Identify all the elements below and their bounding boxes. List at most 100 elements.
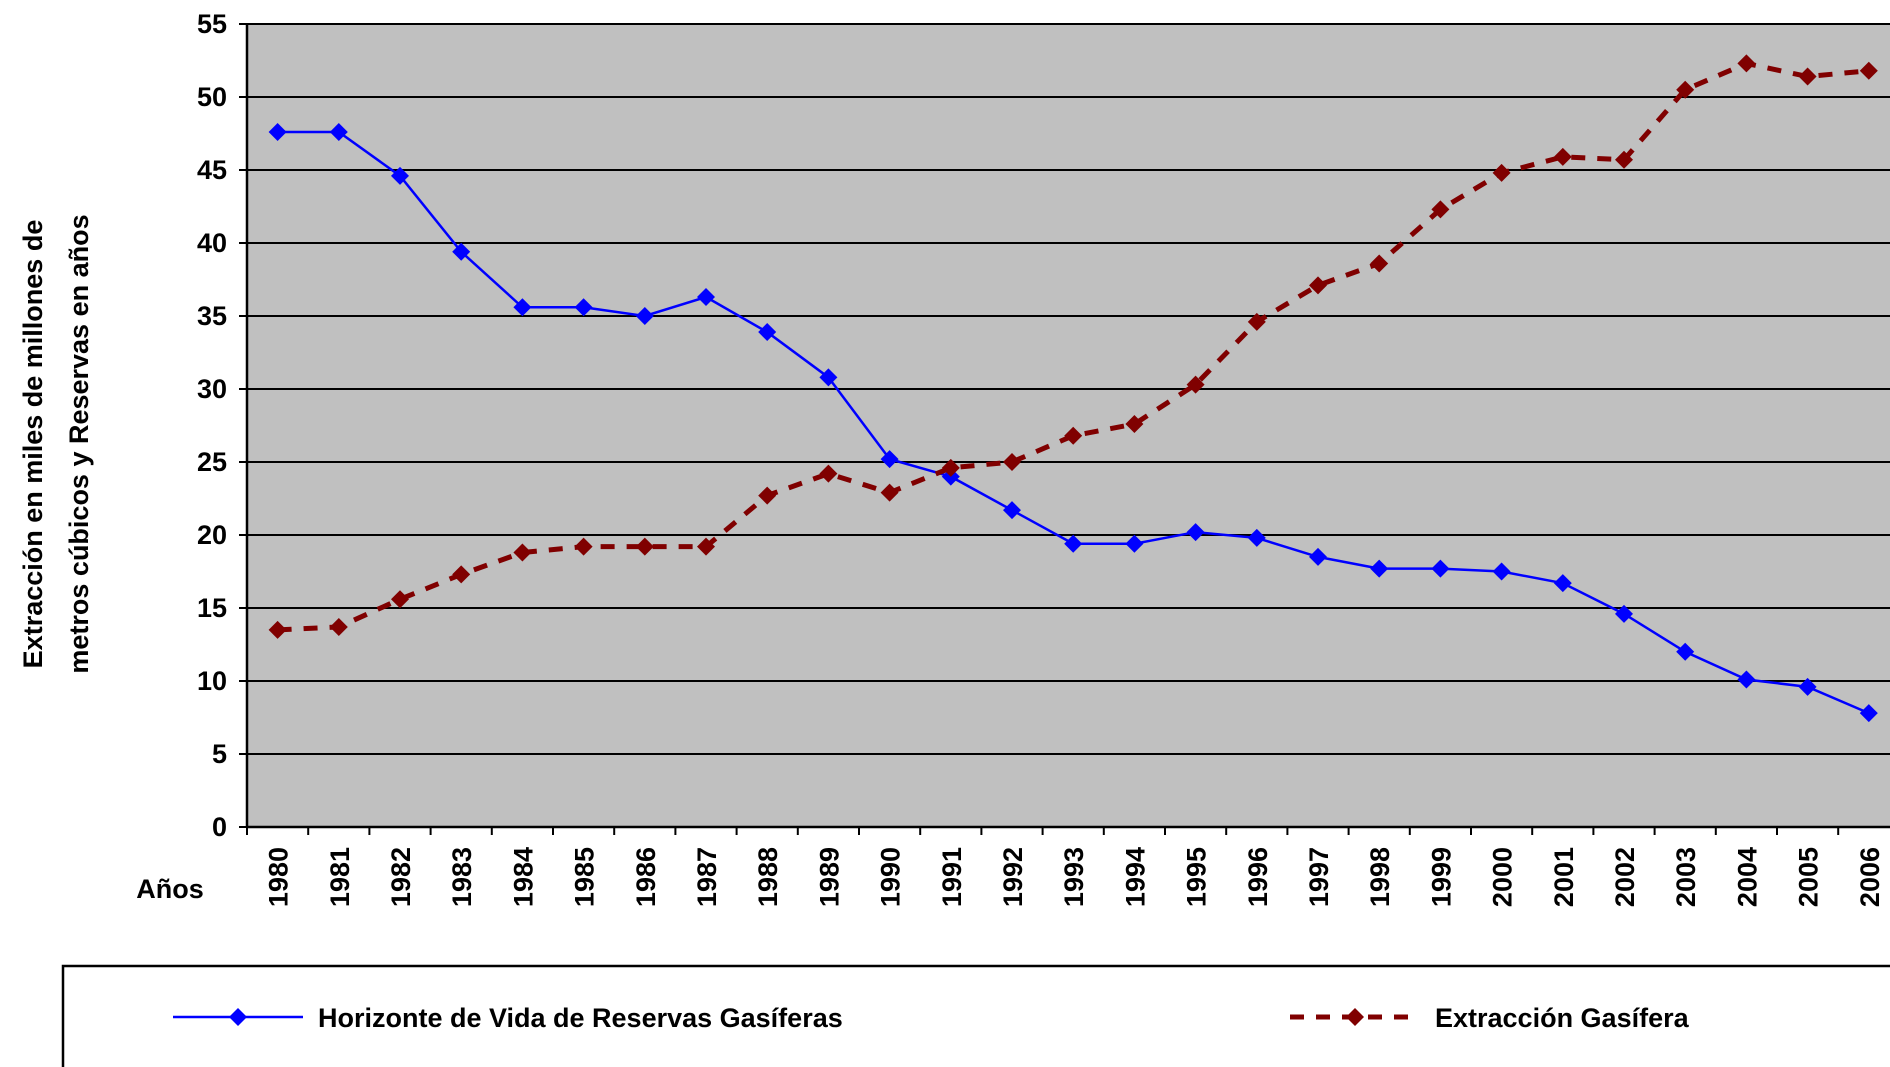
data-point xyxy=(329,123,348,142)
x-tick-label: 2001 xyxy=(1549,847,1579,907)
y-tick-label: 20 xyxy=(197,520,227,550)
data-point xyxy=(1676,642,1695,661)
data-point xyxy=(513,298,532,317)
x-tick-label: 1988 xyxy=(753,847,783,907)
data-point xyxy=(1186,375,1205,394)
y-axis-label: metros cúbicos y Reservas en años xyxy=(64,214,94,673)
data-point xyxy=(1064,426,1083,445)
data-point xyxy=(819,368,838,387)
data-point xyxy=(452,565,471,584)
y-tick-label: 0 xyxy=(212,812,227,842)
data-point xyxy=(880,450,899,469)
x-tick-label: 2004 xyxy=(1732,847,1762,907)
x-tick-label: 1987 xyxy=(692,847,722,907)
data-point xyxy=(1737,54,1756,73)
x-tick-label: 1996 xyxy=(1243,847,1273,907)
data-point xyxy=(941,458,960,477)
x-tick-label: 1983 xyxy=(447,847,477,907)
y-tick-label: 30 xyxy=(197,374,227,404)
x-axis-label: Años xyxy=(136,874,204,904)
x-tick-label: 1991 xyxy=(937,847,967,907)
x-tick-label: 1997 xyxy=(1304,847,1334,907)
y-tick-label: 55 xyxy=(197,9,227,39)
data-point xyxy=(1615,150,1633,169)
x-tick-label: 1984 xyxy=(508,847,538,907)
data-point xyxy=(697,537,715,556)
data-point xyxy=(1859,61,1878,80)
data-point xyxy=(329,617,348,636)
data-point xyxy=(1798,67,1817,86)
x-tick-label: 2002 xyxy=(1610,847,1640,907)
data-point xyxy=(1125,534,1144,553)
data-point xyxy=(1492,562,1511,581)
y-tick-label: 50 xyxy=(197,82,227,112)
data-point xyxy=(1247,528,1266,547)
data-point xyxy=(1125,415,1144,434)
data-point xyxy=(758,323,777,342)
data-point xyxy=(1492,163,1511,182)
x-tick-label: 1995 xyxy=(1182,847,1212,907)
data-point xyxy=(880,483,899,502)
x-tick-label: 1986 xyxy=(631,847,661,907)
data-point xyxy=(391,590,409,609)
y-tick-label: 15 xyxy=(197,593,227,623)
data-point xyxy=(513,543,532,562)
x-tick-label: 1999 xyxy=(1426,847,1456,907)
x-tick-label: 1980 xyxy=(264,847,294,907)
legend-marker xyxy=(1346,1008,1364,1026)
data-point xyxy=(391,166,409,185)
x-tick-label: 2003 xyxy=(1671,847,1701,907)
data-point xyxy=(1615,604,1633,623)
data-point xyxy=(1798,677,1817,696)
data-point xyxy=(1737,670,1756,689)
y-tick-label: 35 xyxy=(197,301,227,331)
legend-box xyxy=(61,964,1890,1067)
data-point xyxy=(1370,254,1389,273)
data-point xyxy=(1064,534,1083,553)
x-tick-label: 2005 xyxy=(1794,847,1824,907)
data-point xyxy=(1003,453,1021,471)
x-tick-label: 1993 xyxy=(1059,847,1089,907)
x-tick-label: 1985 xyxy=(570,847,600,907)
data-point xyxy=(697,288,715,307)
data-point xyxy=(452,242,471,261)
y-tick-label: 10 xyxy=(197,666,227,696)
data-point xyxy=(1186,523,1205,542)
data-point xyxy=(1859,704,1878,723)
legend-label: Extracción Gasífera xyxy=(1435,1003,1690,1033)
x-tick-label: 1989 xyxy=(814,847,844,907)
x-tick-label: 1992 xyxy=(998,847,1028,907)
data-point xyxy=(574,537,593,556)
y-tick-label: 40 xyxy=(197,228,227,258)
y-tick-label: 25 xyxy=(197,447,227,477)
legend-marker xyxy=(229,1008,247,1026)
data-point xyxy=(1553,147,1572,166)
data-point xyxy=(1309,276,1327,295)
data-point xyxy=(574,298,593,317)
data-point xyxy=(819,464,838,483)
data-point xyxy=(1553,574,1572,593)
y-tick-label: 5 xyxy=(212,739,227,769)
series-line xyxy=(277,60,1870,633)
data-point xyxy=(268,620,287,639)
plot-area xyxy=(247,24,1890,827)
legend-label: Horizonte de Vida de Reservas Gasíferas xyxy=(318,1003,843,1033)
data-point xyxy=(1431,200,1450,219)
x-tick-label: 1998 xyxy=(1365,847,1395,907)
data-point xyxy=(268,123,287,142)
x-tick-label: 1990 xyxy=(876,847,906,907)
data-point xyxy=(1003,501,1021,520)
data-point xyxy=(1247,312,1266,331)
y-tick-label: 45 xyxy=(197,155,227,185)
y-axis-label: Extracción en miles de millones de xyxy=(18,220,48,669)
data-point xyxy=(1676,80,1695,99)
x-tick-label: 1982 xyxy=(386,847,416,907)
data-point xyxy=(1370,559,1389,578)
data-point xyxy=(1431,559,1450,578)
data-point xyxy=(635,307,654,325)
data-point xyxy=(1309,547,1327,566)
x-tick-label: 1994 xyxy=(1120,847,1150,907)
x-tick-label: 2000 xyxy=(1488,847,1518,907)
x-tick-label: 1981 xyxy=(325,847,355,907)
